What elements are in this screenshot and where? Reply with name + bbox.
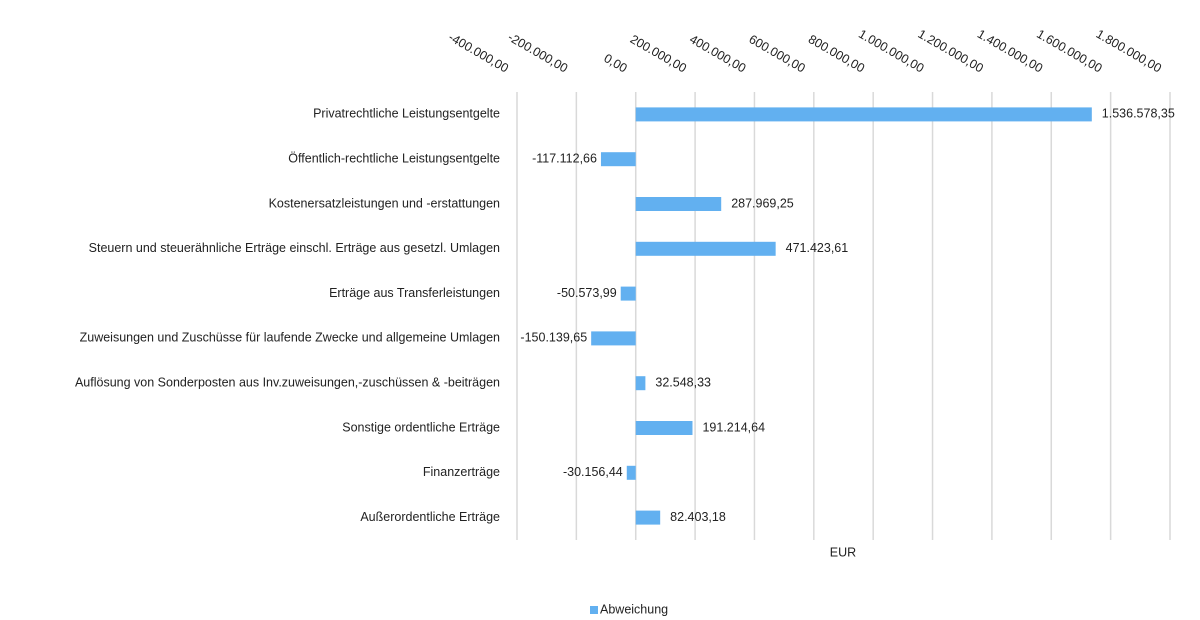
y-tick-label: Auflösung von Sonderposten aus Inv.zuwei… (75, 375, 500, 389)
y-tick-label: Finanzerträge (423, 465, 500, 479)
x-tick-label: 1.000.000,00 (856, 27, 926, 76)
x-tick-label: 1.400.000,00 (975, 27, 1045, 76)
x-tick-label: -400.000,00 (446, 30, 511, 76)
bar (635, 197, 722, 211)
bar (620, 286, 636, 301)
x-tick-label: 1.600.000,00 (1034, 27, 1104, 76)
x-tick-label: 400.000,00 (687, 32, 748, 75)
data-label: 471.423,61 (786, 241, 849, 255)
legend-swatch (590, 606, 598, 614)
data-label: 82.403,18 (670, 510, 726, 524)
y-tick-label: Zuweisungen und Zuschüsse für laufende Z… (80, 331, 500, 345)
data-label: -30.156,44 (563, 465, 623, 479)
data-label: -50.573,99 (557, 286, 617, 300)
x-tick-label: 1.200.000,00 (916, 27, 986, 76)
x-axis-label: EUR (830, 545, 856, 559)
x-tick-label: 200.000,00 (628, 32, 689, 75)
y-tick-label: Außerordentliche Erträge (360, 510, 500, 524)
x-tick-label: -200.000,00 (505, 30, 570, 76)
data-label: 32.548,33 (655, 375, 711, 389)
y-tick-label: Kostenersatzleistungen und -erstattungen (269, 196, 500, 210)
bar (635, 107, 1092, 122)
legend-label: Abweichung (600, 602, 668, 616)
data-label: 1.536.578,35 (1102, 107, 1175, 121)
x-tick-label: 0,00 (601, 51, 629, 75)
y-tick-label: Erträge aus Transferleistungen (329, 286, 500, 300)
data-label: 191.214,64 (702, 420, 765, 434)
bar (600, 152, 636, 167)
data-label: -150.139,65 (520, 331, 587, 345)
bar (635, 510, 661, 525)
data-label: -117.112,66 (532, 151, 597, 165)
bar (626, 465, 636, 480)
bar (635, 376, 646, 391)
data-label: 287.969,25 (731, 196, 794, 210)
bar (635, 241, 776, 256)
y-tick-label: Öffentlich-rechtliche Leistungsentgelte (288, 151, 500, 165)
y-tick-label: Sonstige ordentliche Erträge (342, 420, 500, 434)
y-tick-label: Steuern und steuerähnliche Erträge einsc… (89, 241, 500, 255)
x-tick-label: 1.800.000,00 (1094, 27, 1164, 76)
y-tick-label: Privatrechtliche Leistungsentgelte (313, 107, 500, 121)
bar (591, 331, 636, 346)
x-tick-label: 600.000,00 (746, 32, 807, 75)
bar (635, 421, 693, 435)
